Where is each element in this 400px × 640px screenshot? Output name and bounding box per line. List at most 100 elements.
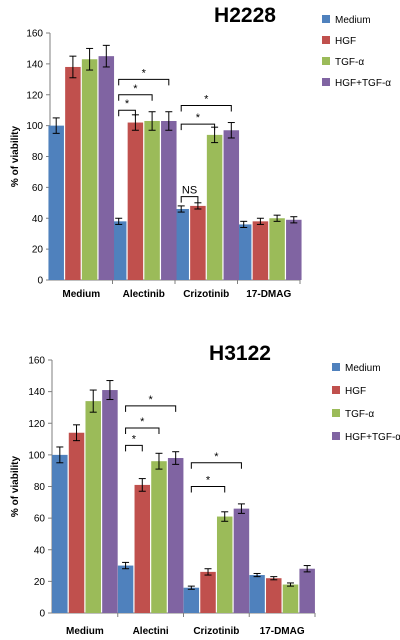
bar bbox=[110, 221, 127, 280]
bar bbox=[223, 130, 240, 280]
bar bbox=[151, 461, 167, 613]
bar bbox=[173, 208, 189, 280]
y-tick-label: 80 bbox=[32, 152, 44, 163]
significance-label: * bbox=[133, 83, 138, 95]
chart-1: H3122 0 20 40 60 80 100 120 140 160 % of viability… bbox=[10, 342, 400, 637]
significance-label: * bbox=[196, 112, 201, 124]
y-tick-label: 60 bbox=[34, 514, 46, 525]
bar bbox=[117, 565, 134, 613]
category-label: Medium bbox=[62, 289, 100, 300]
bar bbox=[48, 125, 64, 280]
significance-bracket bbox=[125, 444, 143, 452]
legend-label: Medium bbox=[335, 15, 371, 26]
legend-swatch bbox=[332, 363, 340, 371]
y-tick-label: 80 bbox=[34, 482, 46, 493]
significance-label: * bbox=[204, 94, 209, 106]
bar bbox=[161, 120, 177, 281]
legend-swatch bbox=[322, 15, 330, 23]
bar bbox=[200, 571, 216, 613]
significance-bracket bbox=[190, 486, 226, 493]
category-label: Crizotinib bbox=[183, 289, 229, 300]
y-tick-label: 40 bbox=[32, 214, 44, 225]
bar bbox=[252, 221, 269, 280]
y-tick-label: 20 bbox=[34, 577, 46, 588]
legend-label: Medium bbox=[345, 363, 381, 374]
significance-bracket bbox=[180, 123, 216, 131]
legend-label: TGF-α bbox=[345, 409, 374, 420]
bar bbox=[65, 66, 81, 281]
significance-label: * bbox=[125, 98, 130, 110]
bar bbox=[190, 205, 206, 280]
significance-label: * bbox=[214, 451, 219, 463]
y-tick-label: 60 bbox=[32, 183, 44, 194]
category-label: Alectini bbox=[133, 626, 169, 637]
bar bbox=[299, 568, 315, 613]
legend-swatch bbox=[332, 432, 340, 440]
legend-label: HGF bbox=[335, 36, 356, 47]
y-tick-label: 120 bbox=[28, 419, 45, 430]
bar bbox=[144, 120, 160, 281]
bar bbox=[127, 122, 144, 280]
y-axis-label: % of viability bbox=[10, 126, 21, 188]
legend-swatch bbox=[322, 78, 330, 86]
bar bbox=[282, 584, 299, 613]
significance-label: NS bbox=[182, 185, 197, 197]
significance-label: * bbox=[148, 394, 153, 406]
bar bbox=[98, 56, 115, 280]
significance-bracket bbox=[118, 94, 153, 101]
bar bbox=[85, 401, 101, 613]
significance-bracket bbox=[125, 405, 177, 412]
bar bbox=[249, 575, 265, 613]
legend-swatch bbox=[322, 36, 330, 44]
y-tick-label: 140 bbox=[26, 59, 43, 70]
significance-label: * bbox=[140, 416, 145, 428]
y-tick-label: 100 bbox=[28, 450, 45, 461]
bar bbox=[216, 516, 233, 613]
legend-swatch bbox=[332, 386, 340, 394]
y-tick-label: 140 bbox=[28, 387, 45, 398]
chart-title: H3122 bbox=[209, 342, 271, 365]
legend-label: HGF+TGF-α bbox=[345, 432, 400, 443]
bar bbox=[266, 578, 282, 613]
bar bbox=[68, 432, 85, 613]
significance-bracket bbox=[180, 105, 232, 112]
bar bbox=[134, 484, 151, 613]
bar bbox=[102, 390, 118, 613]
bar bbox=[286, 219, 302, 280]
significance-label: * bbox=[132, 433, 137, 445]
y-tick-label: 0 bbox=[39, 609, 45, 620]
y-tick-label: 40 bbox=[34, 545, 46, 556]
category-label: 17-DMAG bbox=[246, 289, 291, 300]
significance-bracket bbox=[118, 78, 170, 86]
y-axis-label: % of viability bbox=[10, 456, 21, 518]
legend-label: HGF bbox=[345, 386, 366, 397]
category-label: 17-DMAG bbox=[260, 626, 305, 637]
bar bbox=[269, 218, 285, 280]
y-tick-label: 160 bbox=[26, 29, 43, 40]
significance-bracket bbox=[125, 427, 160, 434]
category-label: Medium bbox=[66, 626, 104, 637]
significance-bracket bbox=[190, 462, 242, 469]
category-label: Crizotinib bbox=[193, 626, 239, 637]
legend-label: HGF+TGF-α bbox=[335, 78, 391, 89]
bar bbox=[235, 224, 252, 280]
legend-label: TGF-α bbox=[335, 57, 364, 68]
significance-bracket bbox=[118, 109, 136, 117]
bar bbox=[206, 134, 223, 280]
chart-0: H2228 0 20 40 60 80 100 120 140 160 % of viability… bbox=[10, 4, 391, 300]
y-tick-label: 0 bbox=[37, 276, 43, 287]
y-tick-label: 120 bbox=[26, 90, 43, 101]
chart-title: H2228 bbox=[214, 4, 276, 27]
legend-swatch bbox=[332, 409, 340, 417]
bar bbox=[81, 59, 98, 281]
significance-bracket bbox=[180, 196, 199, 203]
category-label: Alectinib bbox=[123, 289, 165, 300]
y-tick-label: 100 bbox=[26, 121, 43, 132]
bar bbox=[233, 508, 250, 613]
bar bbox=[52, 454, 68, 613]
y-tick-label: 160 bbox=[28, 356, 45, 367]
y-tick-label: 20 bbox=[32, 245, 44, 256]
bar bbox=[167, 458, 184, 613]
bar bbox=[183, 587, 200, 613]
